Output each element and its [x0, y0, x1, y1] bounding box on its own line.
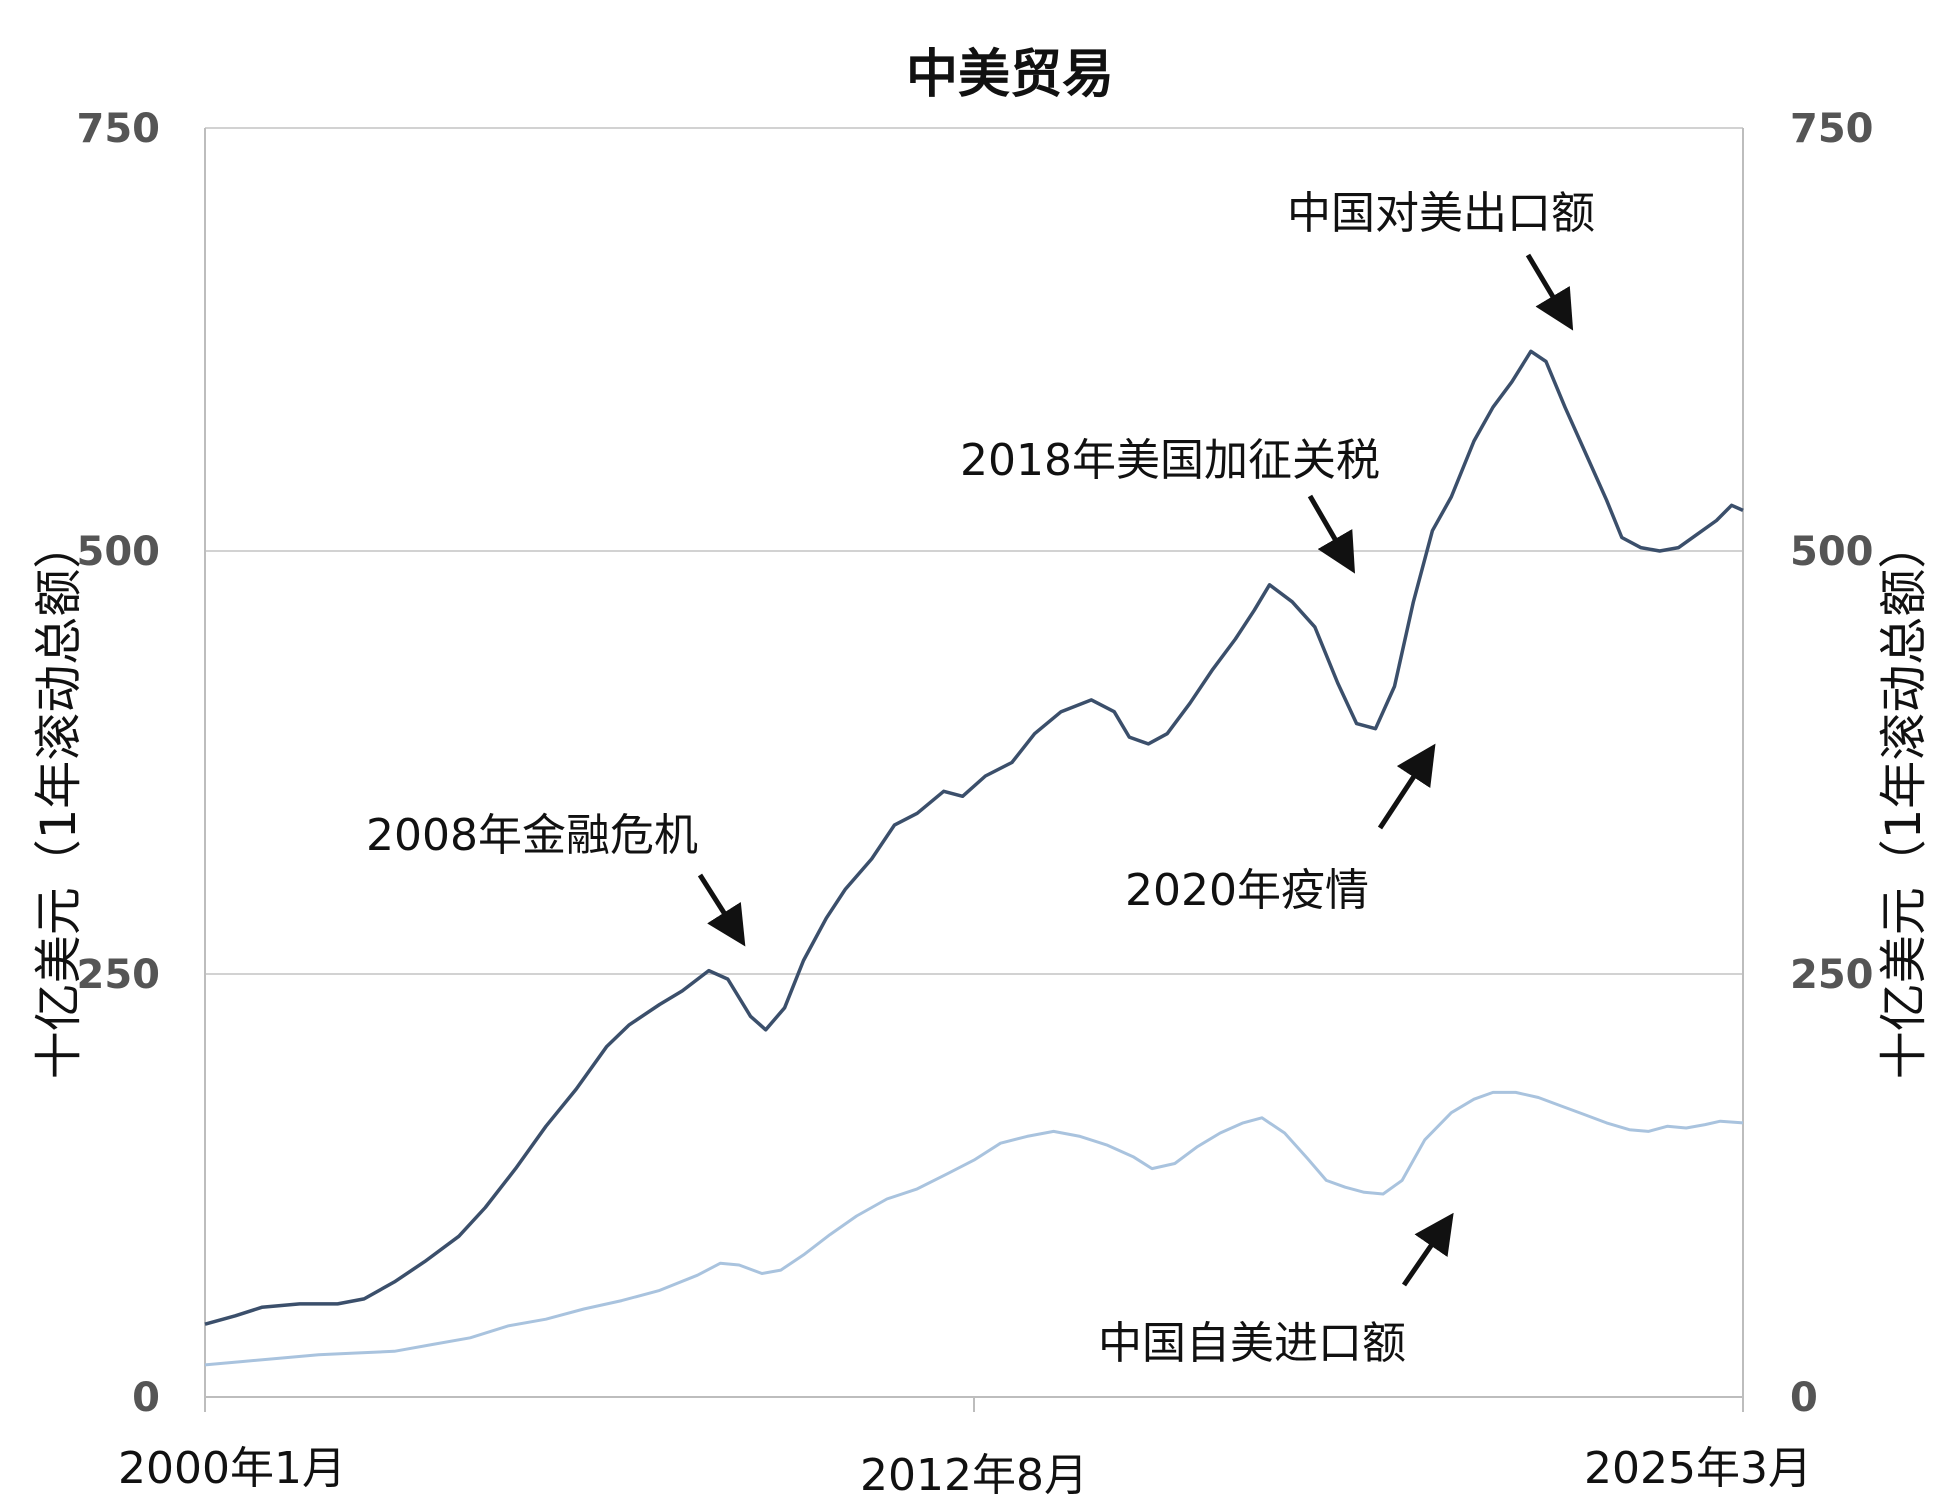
annotation-imports: 中国自美进口额: [1098, 1318, 1406, 1369]
left-y-tick-500: 500: [77, 529, 161, 575]
arrow-financial-crisis: [697, 873, 746, 947]
left-y-tick-0: 0: [132, 1375, 160, 1421]
left-y-tick-250: 250: [77, 952, 161, 998]
series-line-exports: [204, 349, 1744, 1326]
right-y-axis-label: 十亿美元（1年滚动总额）: [1876, 521, 1932, 1080]
arrow-exports: [1525, 253, 1574, 331]
right-y-tick-500: 500: [1790, 529, 1874, 575]
x-tick-label-start: 2000年1月: [118, 1443, 346, 1494]
series-line-imports: [204, 1090, 1744, 1367]
arrow-tariff: [1307, 494, 1356, 574]
series-lines: [204, 349, 1744, 1367]
x-tick-label-mid: 2012年8月: [860, 1450, 1088, 1501]
right-y-tick-750: 750: [1790, 106, 1874, 152]
annotation-covid: 2020年疫情: [1125, 865, 1369, 916]
annotation-exports: 中国对美出口额: [1287, 188, 1595, 239]
left-y-tick-labels: 0 250 500 750: [77, 106, 161, 1421]
chart-title: 中美贸易: [906, 45, 1114, 105]
annotation-financial-crisis: 2008年金融危机: [366, 810, 698, 861]
arrow-covid: [1377, 743, 1436, 830]
x-tick-label-end: 2025年3月: [1584, 1443, 1812, 1494]
annotation-tariff: 2018年美国加征关税: [960, 435, 1380, 486]
right-y-tick-labels: 0 250 500 750: [1790, 106, 1874, 1421]
left-y-tick-750: 750: [77, 106, 161, 152]
left-y-axis-label: 十亿美元（1年滚动总额）: [31, 521, 87, 1080]
arrow-imports: [1401, 1212, 1454, 1287]
right-y-tick-250: 250: [1790, 952, 1874, 998]
right-y-tick-0: 0: [1790, 1375, 1818, 1421]
grid-lines: [205, 127, 1743, 975]
